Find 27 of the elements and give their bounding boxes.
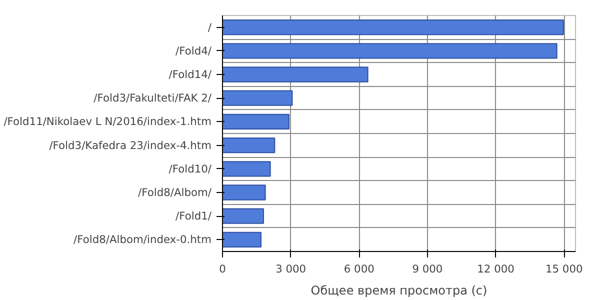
y-tick-label: /Fold10/ <box>168 162 212 176</box>
bar <box>222 208 264 224</box>
x-tick-label: 9 000 <box>412 262 443 276</box>
y-tick-label: /Fold3/Kafedra 23/index-4.htm <box>49 138 212 152</box>
bar <box>222 232 262 248</box>
x-tick-label: 0 <box>219 262 226 276</box>
x-tick-label: 12 000 <box>477 262 515 276</box>
y-tick-label: /Fold4/ <box>176 44 212 58</box>
y-tick-label: / <box>208 20 212 34</box>
bar <box>222 43 558 59</box>
x-tick-label: 15 000 <box>545 262 583 276</box>
bar <box>222 184 266 200</box>
bar <box>222 137 276 154</box>
y-tick-label: /Fold11/Nikolaev L N/2016/index-1.htm <box>4 115 212 128</box>
bar <box>222 114 290 130</box>
bar <box>222 66 368 82</box>
x-tick-label: 3 000 <box>276 262 306 276</box>
y-tick-label: /Fold8/Albom/ <box>138 186 212 199</box>
y-tick-label: /Fold1/ <box>176 210 212 223</box>
bar <box>222 19 564 36</box>
x-axis-title: Общее время просмотра (с) <box>310 284 488 298</box>
x-tick-label: 6 000 <box>344 262 375 276</box>
y-tick-label: /Fold8/Albom/index-0.htm <box>74 233 212 246</box>
y-tick-label: /Fold14/ <box>168 68 212 81</box>
y-tick-label: /Fold3/Fakulteti/FAK 2/ <box>94 92 212 105</box>
bar <box>222 161 271 177</box>
bar <box>222 90 293 106</box>
